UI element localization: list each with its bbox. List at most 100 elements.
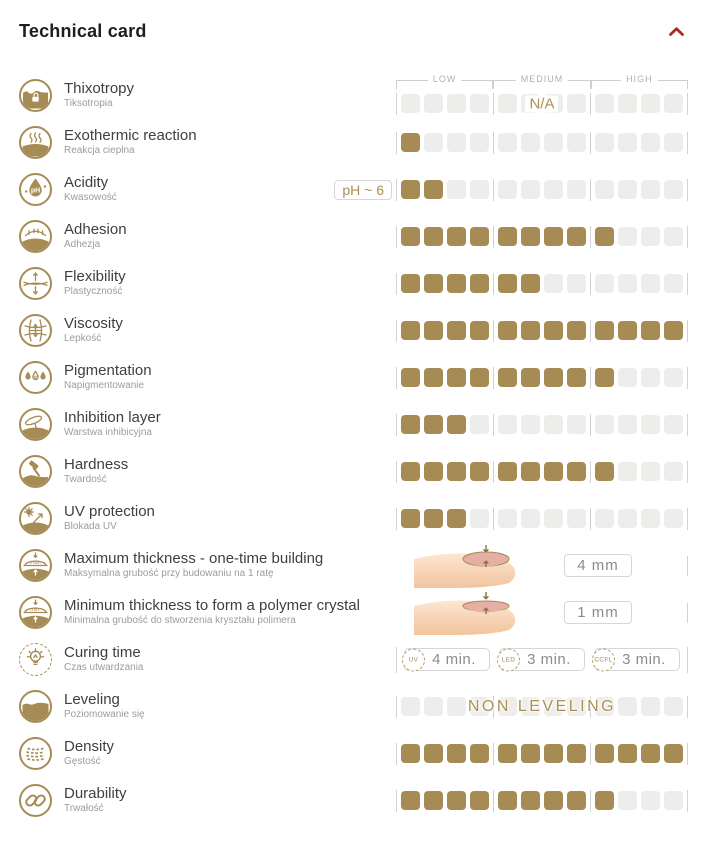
page-title: Technical card xyxy=(19,20,147,41)
scale-square xyxy=(521,368,540,387)
scale-square xyxy=(664,791,683,810)
scale-square xyxy=(544,321,563,340)
scale-square xyxy=(641,462,660,481)
pigmentation-icon xyxy=(19,361,52,394)
adhesion-scale xyxy=(396,225,688,248)
scale-square xyxy=(401,744,420,763)
scale-square xyxy=(618,274,637,293)
scale-square xyxy=(567,415,586,434)
scale-square xyxy=(447,509,466,528)
card-header: Technical card xyxy=(19,14,688,48)
scale-segment xyxy=(396,460,493,483)
scale-square xyxy=(470,133,489,152)
row-acidity: pH Acidity Kwasowość pH ~ 6 xyxy=(19,166,688,213)
density-label-en: Density xyxy=(64,738,115,756)
scale-square xyxy=(447,462,466,481)
acidity-label-en: Acidity xyxy=(64,174,109,192)
scale-square xyxy=(618,180,637,199)
scale-segment xyxy=(396,366,493,389)
scale-square xyxy=(544,368,563,387)
hardness-label-en: Hardness xyxy=(64,456,129,474)
pigmentation-info: Pigmentation Napigmentowanie xyxy=(19,361,396,394)
scale-square xyxy=(544,180,563,199)
scale-square xyxy=(424,509,443,528)
scale-segment xyxy=(493,460,590,483)
scale-square xyxy=(521,227,540,246)
scale-square xyxy=(424,94,443,113)
row-adhesion: Adhesion Adhezja xyxy=(19,213,688,260)
exothermic-reaction-icon xyxy=(19,126,52,159)
scale-segment xyxy=(396,92,493,115)
scale-segment xyxy=(493,742,590,765)
ph-value-badge: pH ~ 6 xyxy=(334,179,392,200)
hardness-icon xyxy=(19,455,52,488)
scale-square xyxy=(470,744,489,763)
scale-square xyxy=(544,791,563,810)
flexibility-icon xyxy=(19,267,52,300)
row-viscosity: Viscosity Lepkość xyxy=(19,307,688,354)
curing-time-icon xyxy=(19,643,52,676)
scale-segment xyxy=(493,319,590,342)
acidity-labels: Acidity Kwasowość xyxy=(64,175,117,203)
scale-square xyxy=(447,274,466,293)
scale-square xyxy=(567,791,586,810)
flexibility-label-en: Flexibility xyxy=(64,268,126,286)
scale-square xyxy=(470,274,489,293)
scale-square xyxy=(447,744,466,763)
scale-square xyxy=(618,509,637,528)
viscosity-label-en: Viscosity xyxy=(64,315,123,333)
scale-square xyxy=(618,697,637,716)
minimum-thickness-label-pl: Minimalna grubość do stworzenia kryształ… xyxy=(64,615,296,627)
scale-square xyxy=(498,791,517,810)
scale-square xyxy=(567,274,586,293)
scale-segment xyxy=(590,272,688,295)
viscosity-info: Viscosity Lepkość xyxy=(19,314,396,347)
scale-square xyxy=(664,697,683,716)
scale-square xyxy=(424,697,443,716)
scale-square xyxy=(424,791,443,810)
curing-uv-capsule: UV 4 min. xyxy=(402,648,490,671)
chevron-up-icon[interactable] xyxy=(666,24,686,38)
scale-square xyxy=(595,697,614,716)
scale-square xyxy=(641,368,660,387)
scale-square xyxy=(447,94,466,113)
scale-range-low: LOW xyxy=(396,73,494,89)
pigmentation-label-en: Pigmentation xyxy=(64,362,152,380)
scale-segment xyxy=(590,131,688,154)
minimum-thickness-illustration: 1 mm xyxy=(396,590,688,636)
scale-square xyxy=(664,321,683,340)
exothermic-reaction-labels: Exothermic reaction Reakcja cieplna xyxy=(64,128,197,156)
flexibility-value-area xyxy=(396,272,688,295)
uv-curing-time: 4 min. xyxy=(432,651,476,668)
uv-protection-scale xyxy=(396,507,688,530)
scale-square xyxy=(567,368,586,387)
durability-info: Durability Trwałość xyxy=(19,784,396,817)
scale-square xyxy=(664,274,683,293)
minimum-thickness-info: min. Minimum thickness to form a polymer… xyxy=(19,596,396,629)
scale-square xyxy=(641,791,660,810)
uv-protection-label-pl: Blokada UV xyxy=(64,521,117,533)
maximum-thickness-label-pl: Maksymalna grubość przy budowaniu na 1 r… xyxy=(64,568,274,580)
hardness-scale xyxy=(396,460,688,483)
row-hardness: Hardness Twardość xyxy=(19,448,688,495)
scale-square xyxy=(470,791,489,810)
scale-segment xyxy=(590,366,688,389)
scale-square xyxy=(641,509,660,528)
row-uv-protection: UV protection Blokada UV xyxy=(19,495,688,542)
scale-square xyxy=(470,368,489,387)
min-thickness-icon: min. xyxy=(19,596,52,629)
scale-square xyxy=(544,744,563,763)
non-leveling-label: NON LEVELING xyxy=(467,697,617,715)
inhibition-layer-labels: Inhibition layer Warstwa inhibicyjna xyxy=(64,410,161,438)
scale-square xyxy=(401,227,420,246)
scale-square xyxy=(447,697,466,716)
na-overlay: N/A xyxy=(493,95,590,112)
scale-segment xyxy=(493,413,590,436)
scale-square xyxy=(641,274,660,293)
maximum-thickness-value: 4 mm xyxy=(564,554,632,577)
scale-square xyxy=(470,415,489,434)
scale-square xyxy=(498,133,517,152)
density-info: Density Gęstość xyxy=(19,737,396,770)
scale-square xyxy=(470,227,489,246)
acidity-value-area: pH ~ 6 xyxy=(334,178,688,201)
